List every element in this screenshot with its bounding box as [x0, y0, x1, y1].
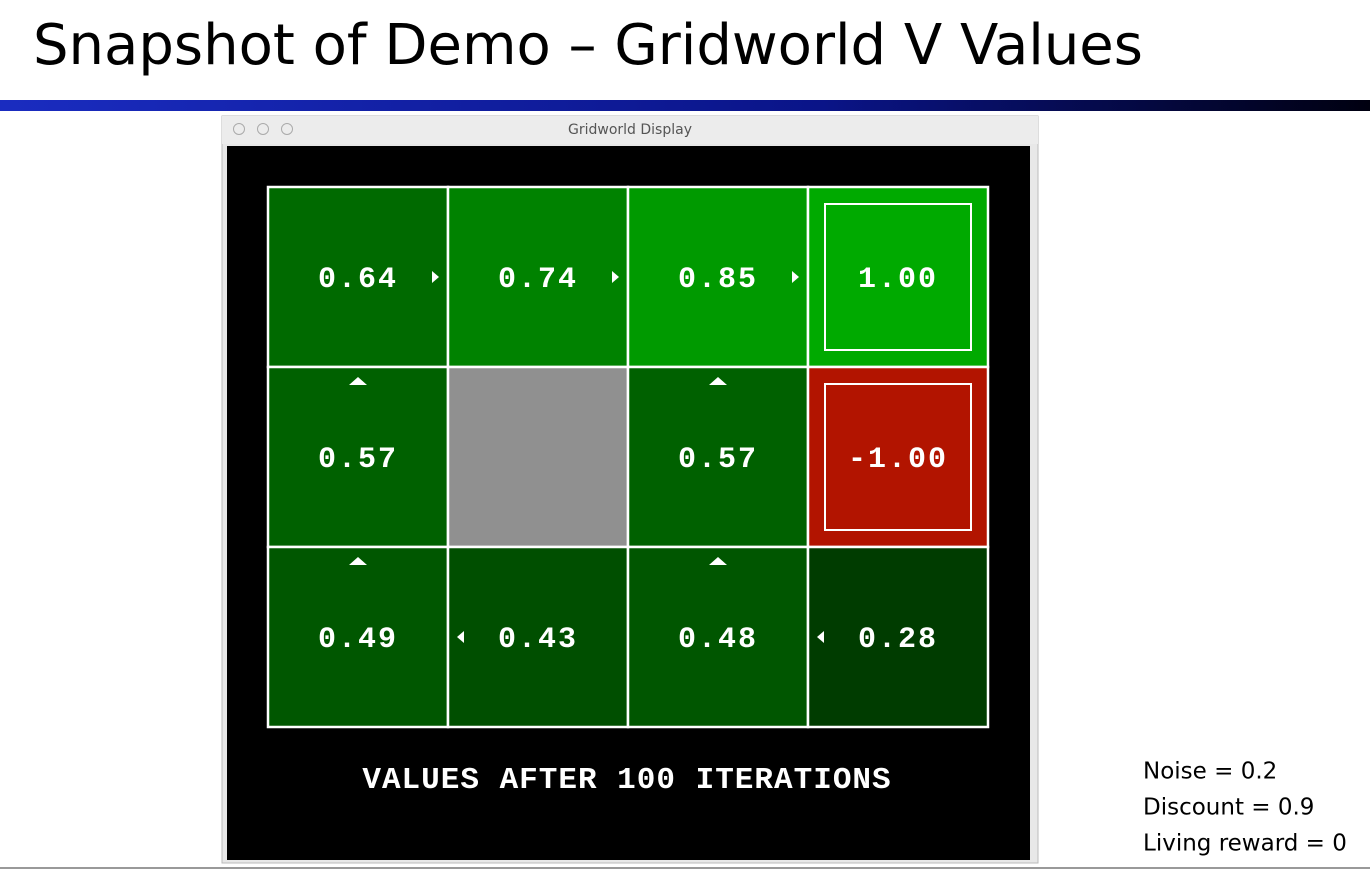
window-titlebar [222, 116, 1038, 144]
grid-cell [626, 185, 810, 369]
grid: 0.64 0.74 0.85 1.00 0.57 0.57 -1.00 0.49 0.43 0.4… [266, 185, 990, 729]
grid-cell [266, 545, 450, 729]
policy-arrow [817, 631, 824, 643]
cell-value: 0.49 [318, 623, 398, 657]
cell-value: 0.64 [318, 263, 398, 297]
grid-cell [626, 545, 810, 729]
policy-arrow [709, 557, 727, 565]
wall-cell [446, 365, 630, 549]
window-minimize[interactable] [257, 123, 269, 135]
cell-value: 0.48 [678, 623, 758, 657]
window-close[interactable] [233, 123, 245, 135]
policy-arrow [349, 557, 367, 565]
cell-value: 0.74 [498, 263, 578, 297]
cell-value: 0.57 [318, 443, 398, 477]
policy-arrow [792, 271, 799, 283]
grid-cell [446, 545, 630, 729]
terminal-box [824, 203, 972, 351]
caption: VALUES AFTER 100 ITERATIONS [362, 763, 891, 798]
policy-arrow [349, 377, 367, 385]
window-zoom[interactable] [281, 123, 293, 135]
grid-cell [806, 545, 990, 729]
cell-value: -1.00 [848, 443, 948, 477]
policy-arrow [709, 377, 727, 385]
grid-cell [806, 185, 990, 369]
title-rule [0, 100, 1370, 111]
cell-value: 1.00 [858, 263, 938, 297]
parameter: Noise = 0.2 [1143, 759, 1277, 785]
cell-value: 0.43 [498, 623, 578, 657]
parameter: Discount = 0.9 [1143, 795, 1314, 821]
policy-arrow [612, 271, 619, 283]
window-title: Gridworld Display [568, 122, 692, 138]
grid-cell [266, 185, 450, 369]
cell-value: 0.57 [678, 443, 758, 477]
cell-value: 0.85 [678, 263, 758, 297]
terminal-box [824, 383, 972, 531]
grid-cell [806, 365, 990, 549]
parameter: Living reward = 0 [1143, 831, 1347, 857]
policy-arrow [432, 271, 439, 283]
slide-title: Snapshot of Demo – Gridworld V Values [33, 13, 1143, 78]
grid-cell [266, 365, 450, 549]
cell-value: 0.28 [858, 623, 938, 657]
policy-arrow [457, 631, 464, 643]
